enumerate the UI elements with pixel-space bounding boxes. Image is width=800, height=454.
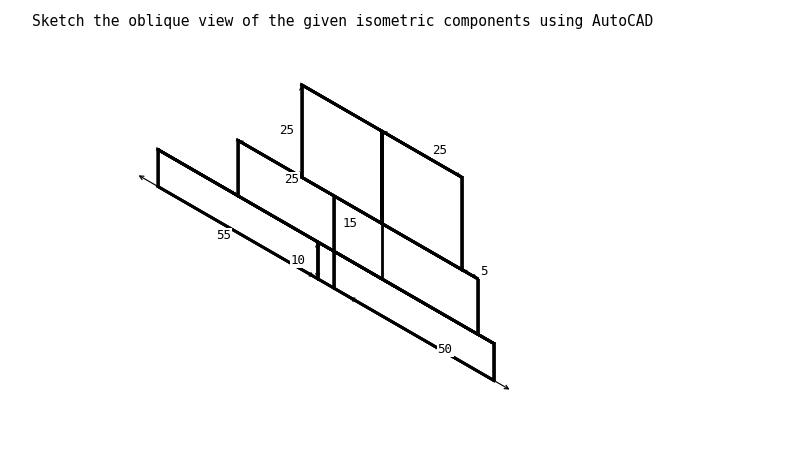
Text: 25: 25: [284, 173, 299, 186]
Text: Sketch the oblique view of the given isometric components using AutoCAD: Sketch the oblique view of the given iso…: [32, 14, 654, 29]
Polygon shape: [318, 242, 494, 380]
Polygon shape: [334, 251, 494, 380]
Text: 50: 50: [438, 344, 453, 356]
Polygon shape: [158, 149, 494, 343]
Text: 15: 15: [343, 217, 358, 230]
Polygon shape: [334, 196, 478, 334]
Polygon shape: [302, 85, 462, 177]
Polygon shape: [382, 223, 478, 334]
Polygon shape: [382, 279, 494, 343]
Text: 25: 25: [278, 124, 294, 138]
Text: 5: 5: [480, 265, 488, 278]
Polygon shape: [158, 149, 318, 279]
Polygon shape: [382, 131, 462, 270]
Polygon shape: [238, 140, 478, 279]
Polygon shape: [382, 131, 462, 270]
Polygon shape: [302, 85, 382, 223]
Polygon shape: [158, 149, 398, 288]
Text: 10: 10: [290, 254, 306, 267]
Text: 25: 25: [432, 143, 447, 157]
Polygon shape: [238, 140, 382, 279]
Text: 55: 55: [216, 229, 231, 242]
